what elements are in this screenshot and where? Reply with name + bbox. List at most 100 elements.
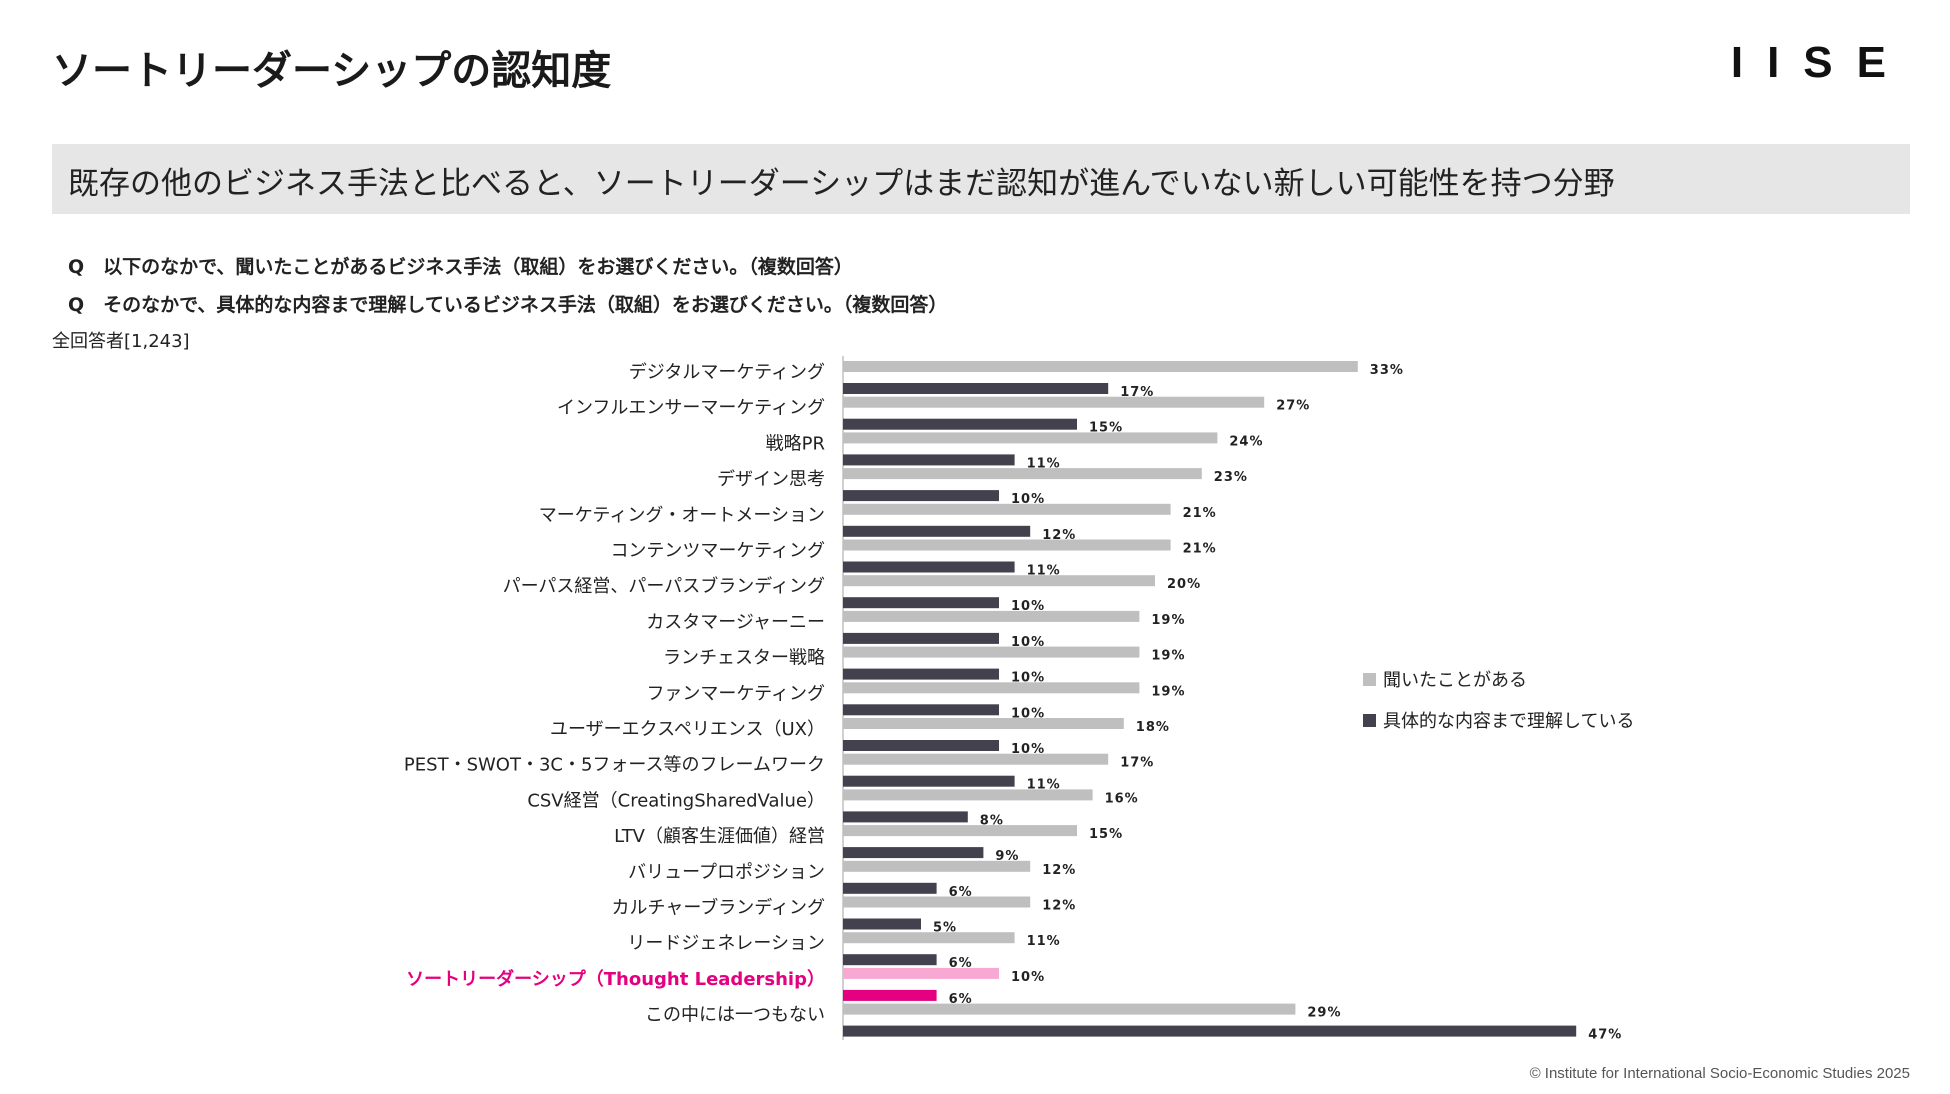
value-label-heard: 19% xyxy=(1151,649,1185,664)
bar-chart: デジタルマーケティング 33% 17% インフルエンサーマーケティング 27% 15% 戦略… xyxy=(404,356,1634,1040)
value-label-understand: 8% xyxy=(980,813,1004,828)
headline-banner: 既存の他のビジネス手法と比べると、ソートリーダーシップはまだ認知が進んでいない新… xyxy=(52,144,1910,214)
category-label: デジタルマーケティング xyxy=(629,362,825,383)
value-label-heard: 33% xyxy=(1370,363,1404,378)
bar-understand xyxy=(843,383,1109,394)
category-label: この中には一つもない xyxy=(645,1005,825,1026)
category-label: リードジェネレーション xyxy=(627,933,825,954)
value-label-understand: 9% xyxy=(995,849,1019,864)
bar-understand xyxy=(843,704,999,716)
value-label-heard: 12% xyxy=(1042,899,1076,914)
question-2: Q そのなかで、具体的な内容まで理解しているビジネス手法（取組）をお選びください… xyxy=(68,294,948,316)
legend-swatch-heard xyxy=(1363,673,1376,686)
value-label-understand: 11% xyxy=(1027,564,1061,579)
category-label: デザイン思考 xyxy=(717,469,825,490)
category-label: バリュープロポジション xyxy=(628,862,825,883)
category-label: CSV経営（CreatingSharedValue） xyxy=(527,790,825,811)
bar-understand xyxy=(843,740,999,751)
bar-heard xyxy=(843,575,1155,587)
bar-heard xyxy=(843,432,1218,444)
bar-heard xyxy=(843,825,1077,837)
value-label-understand: 47% xyxy=(1588,1028,1622,1040)
bar-heard xyxy=(843,718,1124,729)
bar-heard xyxy=(843,503,1171,515)
category-label: カルチャーブランディング xyxy=(612,897,825,919)
category-label: インフルエンサーマーケティング xyxy=(557,398,825,419)
value-label-heard: 19% xyxy=(1151,613,1185,628)
category-label: パーパス経営、パーパスブランディング xyxy=(503,575,825,597)
bar-understand xyxy=(843,954,937,966)
bar-understand xyxy=(843,882,937,894)
bar-understand xyxy=(843,918,921,930)
bar-understand xyxy=(843,454,1015,466)
bar-heard xyxy=(843,860,1031,872)
category-label: PEST・SWOT・3C・5フォース等のフレームワーク xyxy=(404,755,825,776)
value-label-heard: 27% xyxy=(1276,399,1310,414)
value-label-heard: 21% xyxy=(1183,506,1217,521)
bar-understand xyxy=(843,668,999,680)
value-label-understand: 11% xyxy=(1027,456,1061,471)
category-label: LTV（顧客生涯価値）経営 xyxy=(614,826,825,847)
bar-heard xyxy=(843,753,1109,765)
value-label-understand: 5% xyxy=(933,921,957,936)
legend-swatch-understand xyxy=(1363,714,1376,727)
value-label-heard: 10% xyxy=(1011,970,1045,985)
copyright: © Institute for International Socio-Econ… xyxy=(1529,1065,1910,1082)
bar-understand xyxy=(843,811,968,823)
category-label: ソートリーダーシップ（Thought Leadership） xyxy=(406,968,825,990)
bar-heard xyxy=(843,646,1140,658)
category-label: ランチェスター戦略 xyxy=(663,648,825,669)
bar-heard xyxy=(843,396,1265,408)
value-label-heard: 18% xyxy=(1136,720,1170,735)
bar-understand xyxy=(843,597,999,609)
value-label-heard: 23% xyxy=(1214,470,1248,485)
value-label-heard: 24% xyxy=(1229,434,1263,449)
bar-understand xyxy=(843,847,984,859)
bar-heard xyxy=(843,468,1202,480)
category-label: ファンマーケティング xyxy=(646,683,825,704)
category-label: マーケティング・オートメーション xyxy=(539,505,825,526)
bar-heard xyxy=(843,361,1358,372)
value-label-understand: 6% xyxy=(949,885,973,900)
legend-label-understand: 具体的な内容まで理解している xyxy=(1383,711,1634,732)
bar-heard xyxy=(843,967,999,979)
bar-heard xyxy=(843,610,1140,622)
bar-heard xyxy=(843,789,1093,801)
value-label-understand: 10% xyxy=(1011,492,1045,507)
iise-logo: IISE xyxy=(1730,38,1910,87)
category-label: 戦略PR xyxy=(766,433,825,454)
bar-heard xyxy=(843,932,1015,944)
value-label-heard: 29% xyxy=(1307,1006,1341,1021)
value-label-understand: 11% xyxy=(1027,778,1061,793)
bar-heard xyxy=(843,539,1171,551)
bar-heard xyxy=(843,1003,1296,1015)
value-label-heard: 20% xyxy=(1167,577,1201,592)
value-label-understand: 6% xyxy=(949,956,973,971)
value-label-heard: 12% xyxy=(1042,863,1076,878)
bar-understand xyxy=(843,989,937,1001)
category-label: ユーザーエクスペリエンス（UX） xyxy=(550,719,825,740)
value-label-understand: 6% xyxy=(949,992,973,1007)
respondent-base: 全回答者[1,243] xyxy=(52,331,190,352)
value-label-heard: 16% xyxy=(1105,791,1139,806)
value-label-understand: 10% xyxy=(1011,742,1045,757)
question-1: Q 以下のなかで、聞いたことがあるビジネス手法（取組）をお選びください。（複数回… xyxy=(68,256,853,278)
bar-understand xyxy=(843,561,1015,573)
bar-understand xyxy=(843,525,1031,537)
page-title: ソートリーダーシップの認知度 xyxy=(52,48,612,94)
value-label-heard: 15% xyxy=(1089,827,1123,842)
category-label: カスタマージャーニー xyxy=(646,612,825,633)
value-label-understand: 10% xyxy=(1011,706,1045,721)
bar-understand xyxy=(843,632,999,644)
bar-heard xyxy=(843,896,1031,908)
value-label-heard: 11% xyxy=(1027,934,1061,949)
bar-understand xyxy=(843,1025,1577,1037)
value-label-understand: 10% xyxy=(1011,599,1045,614)
category-label: コンテンツマーケティング xyxy=(610,541,825,562)
bar-understand xyxy=(843,418,1077,430)
headline-text: 既存の他のビジネス手法と比べると、ソートリーダーシップはまだ認知が進んでいない新… xyxy=(68,166,1615,202)
legend-label-heard: 聞いたことがある xyxy=(1383,670,1527,691)
bar-heard xyxy=(843,682,1140,694)
value-label-heard: 17% xyxy=(1120,756,1154,771)
value-label-understand: 17% xyxy=(1120,385,1154,400)
